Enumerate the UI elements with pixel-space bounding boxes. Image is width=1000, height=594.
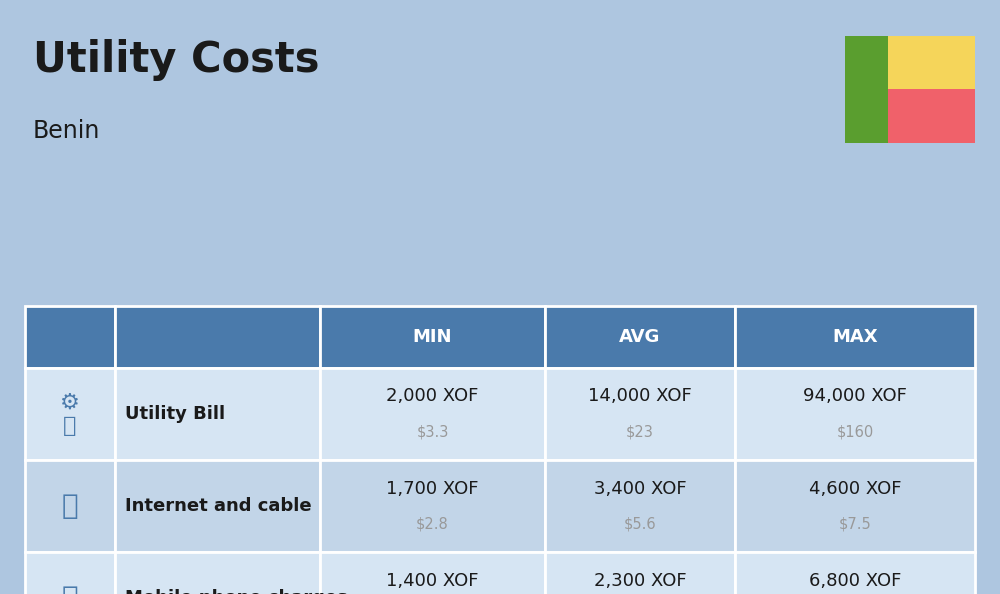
Text: 6,800 XOF: 6,800 XOF [809, 571, 901, 590]
Text: 3,400 XOF: 3,400 XOF [594, 479, 686, 498]
Text: MIN: MIN [413, 328, 452, 346]
Bar [115, 460, 320, 552]
Bar [545, 368, 735, 460]
Text: 1,700 XOF: 1,700 XOF [386, 479, 479, 498]
Text: $5.6: $5.6 [624, 517, 656, 532]
Bar [320, 368, 545, 460]
Bar [735, 306, 975, 368]
Text: Mobile phone charges: Mobile phone charges [125, 589, 348, 594]
Text: 1,400 XOF: 1,400 XOF [386, 571, 479, 590]
Text: $23: $23 [626, 425, 654, 440]
Bar [545, 460, 735, 552]
Text: $3.3: $3.3 [416, 425, 449, 440]
Text: Utility Bill: Utility Bill [125, 405, 225, 424]
Text: AVG: AVG [619, 328, 661, 346]
Bar [735, 368, 975, 460]
Text: 📡: 📡 [62, 492, 78, 520]
Bar [320, 460, 545, 552]
Bar [320, 552, 545, 594]
Text: Utility Costs: Utility Costs [33, 39, 320, 81]
Text: 14,000 XOF: 14,000 XOF [588, 387, 692, 406]
Bar [25, 306, 115, 368]
Bar [888, 36, 975, 89]
Bar [25, 460, 115, 552]
Text: 94,000 XOF: 94,000 XOF [803, 387, 907, 406]
Bar [25, 552, 115, 594]
Text: ⚙
🔌: ⚙ 🔌 [60, 393, 80, 436]
Bar [735, 552, 975, 594]
Bar [735, 460, 975, 552]
Text: Benin: Benin [33, 119, 100, 143]
Bar [25, 368, 115, 460]
Bar [115, 306, 320, 368]
Bar [545, 306, 735, 368]
Text: 4,600 XOF: 4,600 XOF [809, 479, 901, 498]
Text: 📱: 📱 [62, 584, 78, 594]
Bar [845, 36, 888, 143]
Text: Internet and cable: Internet and cable [125, 497, 312, 516]
Text: MAX: MAX [832, 328, 878, 346]
Bar [888, 89, 975, 143]
Bar [320, 306, 545, 368]
Text: $7.5: $7.5 [839, 517, 871, 532]
Text: 2,300 XOF: 2,300 XOF [594, 571, 686, 590]
Bar [115, 368, 320, 460]
Text: $160: $160 [836, 425, 874, 440]
Text: 2,000 XOF: 2,000 XOF [386, 387, 479, 406]
Text: $2.8: $2.8 [416, 517, 449, 532]
Bar [115, 552, 320, 594]
Bar [545, 552, 735, 594]
